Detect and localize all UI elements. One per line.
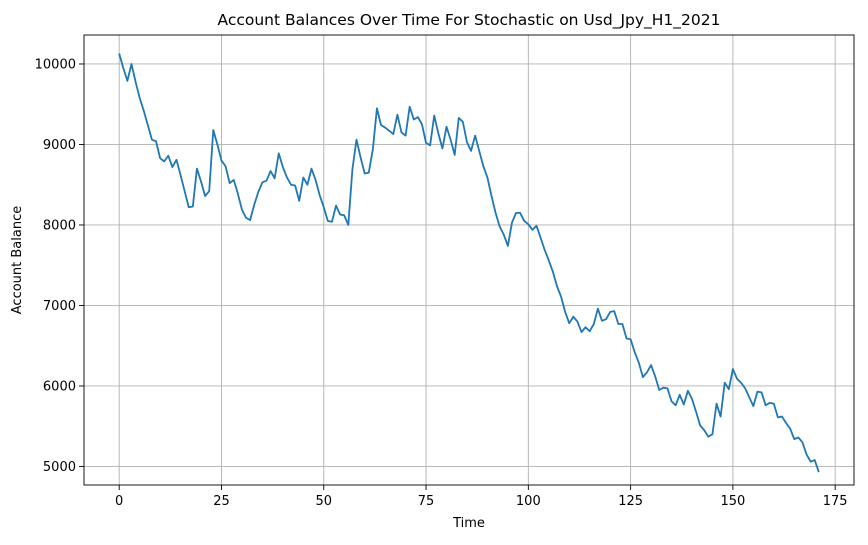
- x-tick-label: 0: [115, 494, 123, 509]
- y-tick-label: 6000: [43, 379, 76, 394]
- y-tick-label: 8000: [43, 218, 76, 233]
- y-tick-label: 10000: [35, 57, 76, 72]
- y-axis-ticks: 5000 6000 7000 8000 9000 10000: [35, 57, 84, 475]
- x-tick-label: 100: [516, 494, 541, 509]
- x-tick-label: 75: [418, 494, 435, 509]
- x-tick-label: 175: [823, 494, 848, 509]
- x-tick-label: 25: [213, 494, 230, 509]
- y-tick-label: 9000: [43, 138, 76, 153]
- y-tick-label: 5000: [43, 460, 76, 475]
- x-axis-ticks: 0 25 50 75 100 125 150 175: [115, 485, 848, 509]
- y-axis-label: Account Balance: [10, 206, 25, 314]
- chart-title: Account Balances Over Time For Stochasti…: [218, 11, 721, 30]
- y-tick-label: 7000: [43, 299, 76, 314]
- x-tick-label: 125: [618, 494, 643, 509]
- account-balance-line: [118, 53, 820, 473]
- x-tick-label: 50: [315, 494, 332, 509]
- x-axis-label: Time: [452, 516, 485, 531]
- plot-area-frame: [83, 34, 855, 486]
- x-tick-label: 150: [720, 494, 745, 509]
